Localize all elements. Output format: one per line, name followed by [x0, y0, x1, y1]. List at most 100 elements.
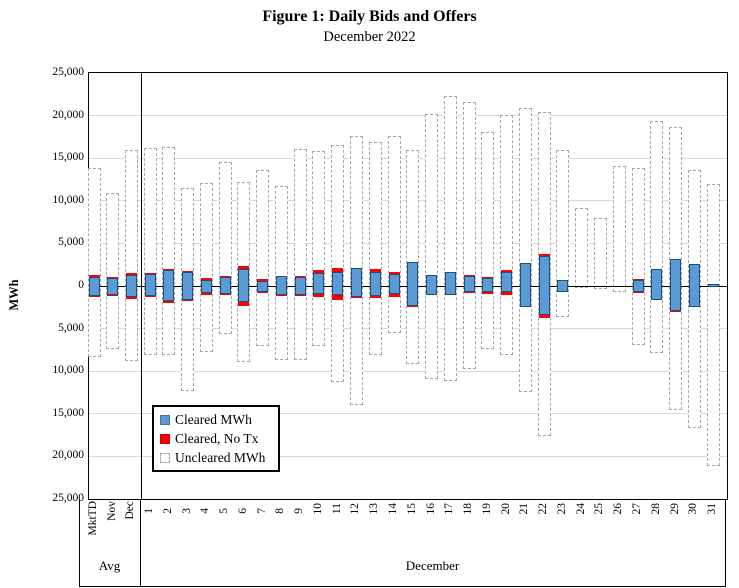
- bar-cleared: [125, 274, 137, 298]
- bar-cleared: [200, 280, 212, 294]
- bar-uncleared: [218, 161, 232, 334]
- group-label-december: December: [405, 558, 460, 573]
- x-tick-text: 13: [368, 502, 381, 515]
- x-tick-label: 15: [404, 501, 420, 519]
- x-tick-text: 14: [387, 502, 399, 515]
- x-tick-text: 18: [462, 502, 475, 515]
- cleared-swatch-icon: [160, 414, 170, 425]
- bar-cleared: [88, 276, 100, 297]
- bar-cleared: [294, 276, 306, 295]
- x-tick-text: 23: [555, 502, 568, 515]
- x-tick-label: 21: [516, 501, 532, 519]
- bar-cleared: [557, 280, 569, 292]
- bar-cleared: [538, 255, 550, 315]
- x-tick-label: 25: [591, 501, 607, 519]
- bar-uncleared: [556, 150, 570, 317]
- bar-cleared: [238, 269, 250, 303]
- x-tick-text: 22: [537, 502, 550, 515]
- bar-cleared: [182, 271, 194, 301]
- bar-cleared: [332, 271, 344, 295]
- bar-cleared: [275, 276, 287, 296]
- x-tick-label: 4: [197, 501, 213, 519]
- y-tick-label: 25,000: [52, 492, 84, 504]
- x-tick-label: 16: [423, 501, 439, 519]
- x-tick-label: 24: [573, 501, 589, 519]
- legend-item-uncleared: Uncleared MWh: [160, 448, 272, 467]
- bar-uncleared: [87, 168, 101, 357]
- x-tick-text: 19: [480, 502, 493, 515]
- y-tick-label: 0: [78, 279, 84, 291]
- x-tick-label: 11: [329, 501, 345, 519]
- gridline: [89, 413, 727, 414]
- bar-uncleared: [312, 151, 326, 346]
- x-tick-label: MktTD: [85, 501, 101, 541]
- legend: Cleared MWh Cleared, No Tx Uncleared MWh: [152, 405, 280, 472]
- bar-cleared: [219, 276, 231, 295]
- y-tick-label: 5,000: [58, 321, 84, 334]
- gridline: [89, 371, 727, 372]
- x-tick-label: Dec: [122, 501, 138, 525]
- chart-title: Figure 1: Daily Bids and Offers: [262, 8, 477, 25]
- x-tick-text: 12: [349, 502, 362, 515]
- x-tick-text: 2: [161, 508, 174, 514]
- bar-uncleared: [199, 182, 213, 352]
- x-tick-text: Nov: [105, 501, 118, 521]
- x-tick-text: 9: [293, 508, 306, 514]
- x-tick-text: 4: [199, 508, 212, 514]
- x-tick-label: Nov: [104, 501, 120, 526]
- x-tick-text: 24: [574, 502, 587, 515]
- bar-cleared: [388, 274, 400, 295]
- gridline: [89, 456, 727, 457]
- x-tick-label: 7: [254, 501, 270, 519]
- x-tick-label: 27: [629, 501, 645, 519]
- bar-uncleared: [143, 147, 157, 355]
- bar-cleared: [144, 273, 156, 297]
- bar-uncleared: [387, 136, 401, 333]
- group-bottom-line: [79, 586, 726, 587]
- x-tick-label: 29: [667, 501, 683, 519]
- bar-uncleared: [706, 184, 720, 466]
- x-tick-text: 6: [236, 508, 249, 514]
- bar-cleared: [107, 277, 118, 296]
- x-tick-label: 30: [685, 501, 701, 519]
- y-tick-label: 20,000: [52, 449, 84, 462]
- x-tick-label: 23: [554, 501, 570, 519]
- bar-uncleared: [462, 101, 476, 369]
- x-tick-text: 30: [687, 502, 700, 515]
- x-tick-label: 19: [479, 501, 495, 519]
- bar-uncleared: [481, 131, 495, 349]
- bar-cleared: [257, 280, 269, 292]
- x-tick-label: 18: [460, 501, 476, 519]
- bar-uncleared: [593, 217, 607, 289]
- x-tick-text: 29: [668, 502, 681, 515]
- bar-uncleared: [650, 120, 664, 354]
- bar-uncleared: [575, 207, 589, 288]
- x-tick-text: 21: [518, 502, 531, 515]
- x-tick-label: 17: [441, 501, 457, 519]
- bar-uncleared: [425, 113, 439, 379]
- bar-cleared: [350, 268, 362, 297]
- x-tick-text: MktTD: [87, 501, 99, 536]
- bar-uncleared: [368, 142, 382, 355]
- group-boundary-line: [725, 499, 726, 586]
- legend-label: Uncleared MWh: [175, 449, 266, 465]
- x-tick-text: 5: [218, 508, 231, 514]
- y-tick-label: 15,000: [52, 406, 84, 419]
- x-tick-label: 14: [385, 501, 401, 519]
- bar-cleared: [670, 259, 682, 312]
- group-boundary-line: [140, 499, 141, 586]
- y-tick-label: 25,000: [52, 66, 84, 78]
- bar-uncleared: [293, 148, 307, 361]
- bar-cleared: [688, 264, 700, 307]
- x-tick-text: 27: [631, 502, 644, 515]
- bar-cleared: [369, 272, 381, 296]
- no-tx-swatch-icon: [160, 433, 170, 444]
- x-tick-text: 1: [143, 508, 155, 514]
- x-tick-label: 20: [498, 501, 514, 519]
- bar-uncleared: [631, 167, 645, 345]
- legend-label: Cleared MWh: [175, 411, 252, 427]
- x-tick-text: 11: [330, 502, 343, 514]
- uncleared-swatch-icon: [160, 452, 170, 463]
- bar-cleared: [501, 272, 513, 293]
